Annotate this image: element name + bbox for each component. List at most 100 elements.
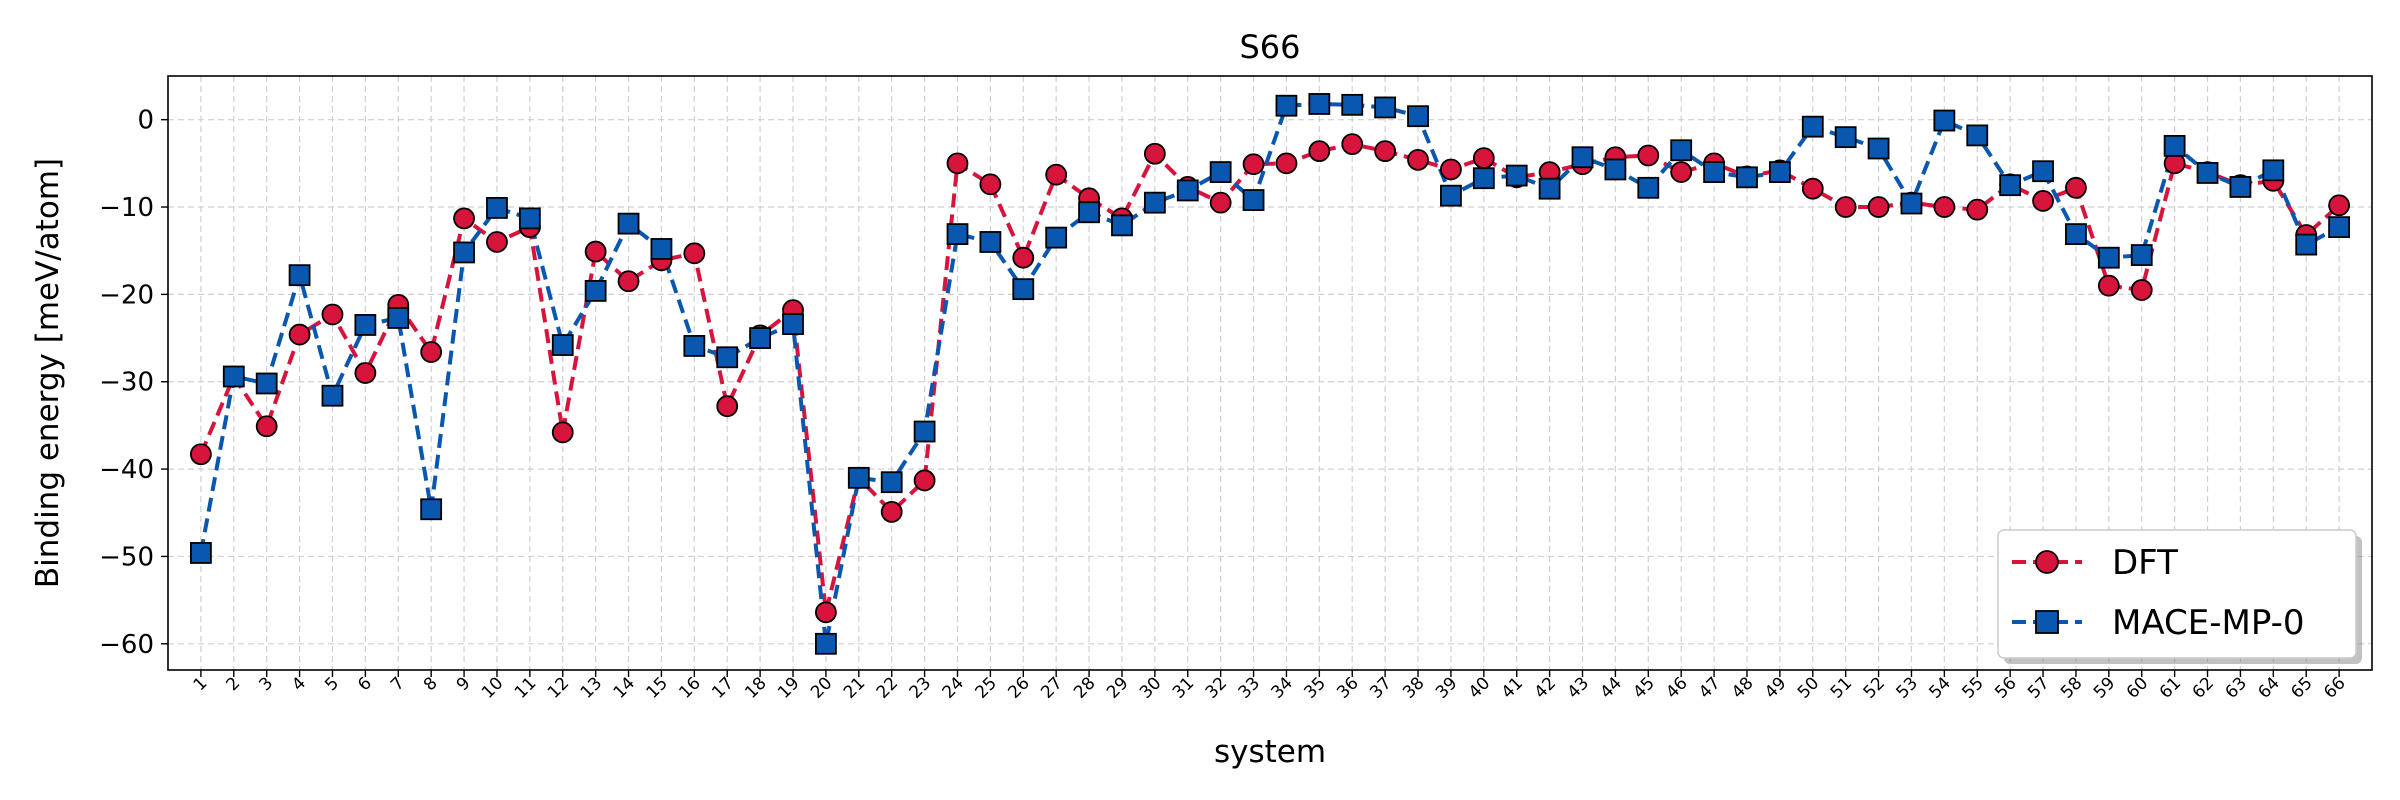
x-tick-label: 27 — [1037, 673, 1066, 702]
data-point — [1209, 161, 1232, 183]
data-point — [1012, 278, 1035, 301]
x-tick-label: 10 — [478, 673, 507, 702]
data-point — [420, 341, 443, 363]
x-tick-label: 64 — [2254, 673, 2283, 702]
y-tick-label: −40 — [99, 455, 154, 485]
data-point — [979, 231, 1002, 253]
x-tick-label: 44 — [1596, 673, 1625, 702]
series-markers — [189, 93, 2351, 655]
data-point — [1472, 167, 1495, 190]
data-point — [2196, 162, 2219, 184]
data-point — [1374, 96, 1397, 119]
x-tick-label: 46 — [1662, 673, 1691, 702]
data-point — [815, 601, 837, 624]
data-point — [1801, 115, 1824, 138]
data-point — [650, 238, 673, 260]
x-tick-label: 56 — [1991, 673, 2020, 702]
x-tick-label: 34 — [1268, 673, 1297, 702]
data-point — [683, 242, 706, 265]
x-tick-label: 38 — [1399, 673, 1428, 702]
data-point — [1933, 109, 1956, 132]
data-point — [880, 500, 903, 523]
data-point — [1801, 177, 1824, 200]
data-point — [1176, 179, 1199, 202]
data-point — [1308, 93, 1331, 115]
data-point — [1670, 161, 1693, 183]
data-point — [617, 212, 640, 235]
data-point — [453, 207, 475, 230]
x-tick-label: 60 — [2123, 673, 2152, 702]
chart-title: S66 — [1239, 28, 1300, 66]
x-tick-label: 52 — [1860, 673, 1889, 702]
data-point — [255, 415, 278, 438]
data-point — [584, 279, 607, 302]
x-tick-label: 57 — [2024, 673, 2053, 702]
legend-label: MACE-MP-0 — [2112, 603, 2304, 643]
series-markers-mace-mp-0 — [189, 93, 2351, 655]
data-point — [1604, 158, 1627, 181]
x-axis-label: system — [1214, 734, 1326, 770]
data-point — [2065, 176, 2087, 199]
data-point — [1242, 189, 1265, 211]
data-point — [189, 443, 212, 466]
x-tick-label: 54 — [1925, 673, 1954, 702]
data-point — [1538, 177, 1561, 200]
data-point — [1966, 198, 1989, 221]
data-point — [354, 314, 377, 336]
data-point — [321, 384, 344, 407]
plot-area-frame — [167, 75, 2373, 671]
data-point — [2328, 216, 2351, 239]
data-point — [1374, 140, 1397, 163]
y-tick-label: −50 — [99, 542, 154, 572]
x-tick-label: 49 — [1761, 673, 1790, 702]
x-tick-label: 19 — [774, 673, 803, 702]
data-point — [1571, 146, 1594, 169]
x-tick-label: 33 — [1235, 673, 1264, 702]
x-tick-label: 62 — [2189, 673, 2218, 702]
data-point — [1341, 133, 1364, 156]
x-tick-label: 26 — [1004, 673, 1033, 702]
x-tick-label: 24 — [939, 673, 968, 702]
data-point — [2295, 233, 2318, 256]
data-point — [1834, 126, 1857, 149]
data-point — [1045, 163, 1068, 186]
data-point — [518, 207, 541, 230]
data-point — [946, 223, 969, 246]
x-tick-label: 29 — [1103, 673, 1132, 702]
x-tick-label: 14 — [610, 673, 639, 702]
x-tick-label: 5 — [321, 673, 343, 695]
data-point — [1341, 93, 1364, 116]
x-tick-label: 50 — [1794, 673, 1823, 702]
data-point — [913, 469, 936, 492]
x-tick-label: 31 — [1169, 673, 1198, 702]
x-tick-label: 6 — [354, 673, 376, 695]
data-point — [255, 372, 278, 395]
data-point — [2130, 244, 2153, 266]
x-tick-label: 65 — [2287, 673, 2316, 702]
data-point — [1407, 148, 1429, 171]
series-line-mace-mp-0 — [198, 101, 2341, 646]
data-point — [2065, 223, 2087, 246]
x-tick-label: 59 — [2090, 673, 2119, 702]
data-point — [288, 264, 311, 287]
data-point — [913, 420, 936, 443]
y-axis-ticks: 0 −10 −20 −30 −40 −50 −60 — [99, 106, 168, 660]
x-tick-label: 48 — [1728, 673, 1757, 702]
x-tick-label: 42 — [1531, 673, 1560, 702]
data-point — [1637, 144, 1660, 167]
y-tick-label: 0 — [137, 106, 154, 136]
x-tick-label: 25 — [971, 673, 1000, 702]
data-point — [2328, 194, 2351, 217]
data-point — [1505, 164, 1528, 187]
data-point — [847, 466, 870, 489]
x-tick-label: 7 — [387, 673, 409, 695]
y-tick-label: −30 — [99, 368, 154, 398]
x-tick-label: 41 — [1498, 673, 1527, 702]
data-point — [979, 173, 1002, 196]
x-tick-label: 37 — [1366, 673, 1395, 702]
y-axis-label: Binding energy [meV/atom] — [30, 158, 66, 588]
data-point — [1834, 196, 1857, 218]
x-tick-label: 1 — [190, 673, 212, 695]
data-point — [1670, 139, 1693, 162]
x-tick-label: 39 — [1432, 673, 1461, 702]
